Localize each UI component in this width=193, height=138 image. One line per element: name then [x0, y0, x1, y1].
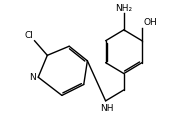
Text: Cl: Cl [24, 31, 33, 40]
Text: NH: NH [100, 104, 113, 113]
Text: N: N [29, 73, 36, 82]
Text: OH: OH [144, 18, 158, 27]
Text: NH₂: NH₂ [115, 4, 132, 13]
